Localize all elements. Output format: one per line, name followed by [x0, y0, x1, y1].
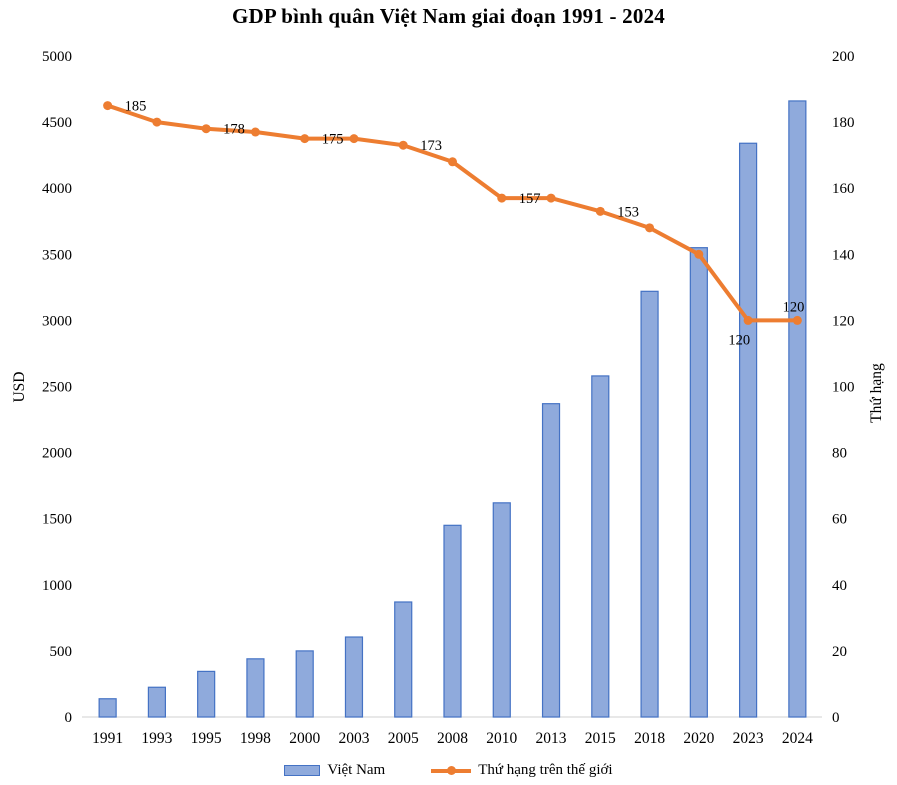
bar-1991 — [98, 698, 117, 718]
legend-item-rank: Thứ hạng trên thế giới — [431, 762, 613, 779]
legend-label-rank: Thứ hạng trên thế giới — [478, 762, 613, 778]
bar-1998 — [246, 658, 265, 718]
x-axis-label-2020: 2020 — [683, 730, 714, 747]
legend: Việt Nam Thứ hạng trên thế giới — [0, 762, 897, 779]
line-series-swatch — [431, 766, 472, 775]
point-label-2000: 175 — [322, 132, 344, 148]
point-labels: 185 178 175 173 157 153 120 120 — [125, 99, 805, 349]
y-axis-right-tick: 20 — [832, 644, 847, 660]
marker-1998 — [250, 127, 260, 137]
x-axis-label-2003: 2003 — [338, 730, 369, 747]
legend-item-vietnam: Việt Nam — [284, 762, 385, 779]
y-axis-left-tick: 1000 — [42, 578, 72, 594]
x-axis-label-2018: 2018 — [634, 730, 665, 747]
y-axis-right-tick: 100 — [832, 380, 855, 396]
y-axis-left-tick: 2500 — [42, 380, 72, 396]
marker-2020 — [694, 249, 704, 259]
x-axis-label-2024: 2024 — [782, 730, 813, 747]
x-axis-labels: 1991 1993 1995 1998 2000 2003 2005 2008 2010 2013… — [92, 730, 813, 747]
y-axis-left-ticks: 0 500 1000 1500 2000 2500 3000 3500 4000 4500 5000 — [42, 49, 72, 726]
x-axis-label-1995: 1995 — [191, 730, 222, 747]
chart-title: GDP bình quân Việt Nam giai đoạn 1991 - … — [232, 4, 665, 28]
bar-2015 — [591, 375, 610, 718]
point-label-1995: 178 — [223, 122, 245, 138]
y-axis-left-tick: 3500 — [42, 247, 72, 263]
point-label-2010: 157 — [519, 191, 541, 207]
x-axis-label-2000: 2000 — [289, 730, 320, 747]
point-label-2024: 120 — [783, 299, 805, 315]
x-axis-label-1991: 1991 — [92, 730, 123, 747]
y-axis-left-tick: 500 — [50, 644, 73, 660]
rank-line-markers — [103, 101, 802, 325]
bar-2023 — [738, 142, 758, 718]
x-axis-label-1998: 1998 — [240, 730, 271, 747]
marker-2000 — [300, 134, 310, 144]
bars-vietnam — [98, 100, 807, 718]
y-axis-right-tick: 160 — [832, 181, 855, 197]
y-axis-right-ticks: 0 20 40 60 80 100 120 140 160 180 200 — [832, 49, 855, 726]
y-axis-left-tick: 1500 — [42, 512, 72, 528]
x-axis-label-2015: 2015 — [585, 730, 616, 747]
y-axis-left-title: USD — [11, 371, 28, 402]
bar-2013 — [541, 403, 561, 718]
y-axis-left-tick: 4000 — [42, 181, 72, 197]
marker-1993 — [152, 117, 162, 127]
bar-2010 — [492, 502, 511, 718]
marker-2015 — [595, 206, 605, 216]
y-axis-right-tick: 60 — [832, 512, 847, 528]
y-axis-left-tick: 2000 — [42, 446, 72, 462]
y-axis-right-title: Thứ hạng — [868, 363, 885, 423]
y-axis-right-tick: 80 — [832, 446, 847, 462]
x-axis-label-2010: 2010 — [486, 730, 517, 747]
bar-series-swatch — [284, 765, 321, 776]
marker-2024 — [792, 315, 802, 325]
x-axis-label-2023: 2023 — [733, 730, 764, 747]
marker-2023 — [743, 315, 753, 325]
point-label-1991: 185 — [125, 99, 147, 115]
x-axis-label-1993: 1993 — [141, 730, 172, 747]
bar-2020 — [689, 247, 708, 718]
bar-2003 — [344, 636, 364, 718]
bar-2005 — [394, 601, 413, 718]
point-label-2015: 153 — [617, 204, 639, 220]
y-axis-left-tick: 4500 — [42, 115, 72, 131]
x-axis-label-2005: 2005 — [388, 730, 419, 747]
marker-2010 — [497, 193, 507, 203]
marker-1991 — [103, 101, 113, 111]
x-axis-label-2008: 2008 — [437, 730, 468, 747]
point-label-2005: 173 — [420, 138, 442, 154]
bar-1993 — [147, 686, 166, 718]
y-axis-left-tick: 3000 — [42, 313, 72, 329]
marker-1995 — [201, 124, 211, 134]
bar-1995 — [197, 670, 216, 718]
marker-2013 — [546, 193, 556, 203]
marker-2018 — [645, 223, 655, 233]
y-axis-right-tick: 120 — [832, 313, 855, 329]
marker-2003 — [349, 134, 359, 144]
bar-2018 — [640, 290, 659, 718]
y-axis-right-tick: 0 — [832, 710, 840, 726]
marker-2005 — [398, 140, 408, 150]
y-axis-right-tick: 140 — [832, 247, 855, 263]
y-axis-left-tick: 0 — [65, 710, 73, 726]
y-axis-right-tick: 180 — [832, 115, 855, 131]
y-axis-right-tick: 200 — [832, 49, 855, 65]
marker-2008 — [448, 157, 457, 167]
y-axis-left-tick: 5000 — [42, 49, 72, 65]
legend-label-vietnam: Việt Nam — [327, 762, 386, 778]
point-label-2023: 120 — [728, 332, 750, 348]
bar-2024 — [788, 100, 807, 718]
y-axis-right-tick: 40 — [832, 578, 847, 594]
bar-2000 — [295, 650, 314, 718]
x-axis-label-2013: 2013 — [536, 730, 567, 747]
bar-2008 — [443, 524, 462, 718]
